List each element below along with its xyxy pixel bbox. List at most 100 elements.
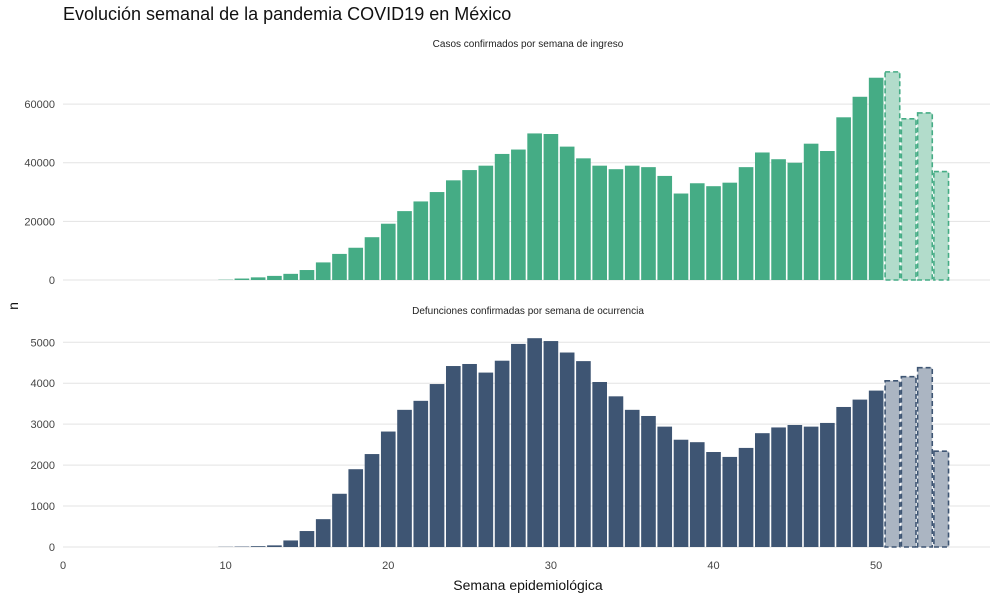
bar	[624, 165, 640, 280]
bar	[315, 262, 331, 280]
bar-provisional	[900, 117, 917, 281]
bar	[332, 253, 347, 280]
bar	[527, 338, 542, 547]
bar	[706, 186, 721, 280]
bar-provisional	[916, 112, 934, 281]
bar	[836, 406, 851, 547]
bar-provisional	[916, 366, 934, 548]
panel-deaths: Defunciones confirmadas por semana de oc…	[31, 306, 990, 554]
x-axis-title: Semana epidemiológica	[453, 577, 603, 593]
bar	[283, 540, 299, 547]
bar	[511, 343, 526, 547]
bar	[527, 133, 542, 280]
y-tick-label: 20000	[24, 216, 55, 228]
bar	[283, 273, 299, 280]
x-tick-label: 10	[220, 560, 232, 572]
bar	[364, 237, 380, 280]
panel-label: Casos confirmados por semana de ingreso	[433, 39, 624, 50]
bar	[462, 363, 477, 547]
bar	[267, 275, 282, 280]
bar	[445, 366, 461, 547]
bar	[852, 399, 868, 547]
bar-provisional	[900, 375, 917, 548]
x-tick-label: 30	[545, 560, 557, 572]
bar	[754, 433, 770, 547]
y-tick-label: 0	[49, 275, 55, 287]
bar	[397, 211, 412, 280]
bar	[250, 277, 266, 280]
y-tick-label: 0	[49, 542, 55, 554]
bar	[299, 270, 315, 280]
bar	[380, 223, 396, 280]
bar	[624, 409, 640, 547]
bar	[397, 409, 412, 547]
x-tick-label: 20	[382, 560, 394, 572]
x-axis: 0 10 20 30 40 50	[60, 560, 882, 572]
bar	[592, 165, 608, 280]
bar	[673, 439, 689, 547]
bar	[364, 454, 380, 547]
bar	[771, 159, 786, 280]
bar	[820, 151, 835, 280]
y-axis-title: n	[5, 302, 21, 310]
bar	[738, 447, 754, 547]
bar	[332, 493, 347, 547]
bar	[348, 469, 364, 547]
x-tick-label: 50	[870, 560, 882, 572]
y-tick-label: 3000	[31, 419, 55, 431]
bar	[234, 278, 250, 280]
bar-provisional	[933, 450, 950, 548]
bar	[250, 546, 266, 547]
x-tick-label: 0	[60, 560, 66, 572]
bar-provisional	[884, 379, 901, 548]
bar	[820, 422, 835, 547]
bar	[543, 341, 559, 547]
y-tick-label: 2000	[31, 460, 55, 472]
bar	[836, 117, 851, 281]
bar	[803, 143, 819, 280]
bar	[722, 182, 738, 280]
bar	[608, 169, 624, 280]
bar	[478, 165, 494, 280]
bar	[803, 426, 819, 547]
bar	[754, 152, 770, 280]
bar	[641, 415, 656, 547]
bar	[267, 545, 282, 547]
bar	[348, 247, 364, 280]
y-tick-label: 40000	[24, 158, 55, 170]
bar	[445, 180, 461, 280]
bar-provisional	[933, 170, 950, 281]
bar	[559, 146, 575, 280]
bar	[494, 153, 510, 280]
x-tick-label: 40	[707, 560, 719, 572]
bar	[559, 352, 575, 547]
bar-provisional	[884, 71, 901, 281]
y-tick-label: 1000	[31, 501, 55, 513]
bar	[641, 167, 656, 280]
bar	[657, 175, 673, 280]
bar	[868, 77, 884, 280]
panel-cases: Casos confirmados por semana de ingreso 0…	[24, 39, 990, 287]
bar	[608, 396, 624, 547]
y-tick-label: 60000	[24, 99, 55, 111]
panel-label: Defunciones confirmadas por semana de oc…	[412, 306, 644, 317]
bar	[592, 381, 608, 547]
bar	[771, 427, 786, 547]
chart-title: Evolución semanal de la pandemia COVID19…	[63, 4, 512, 24]
bar	[657, 426, 673, 547]
bar	[738, 167, 754, 280]
bar	[299, 531, 315, 547]
bar	[462, 170, 477, 280]
bar	[868, 390, 884, 547]
bar	[852, 96, 868, 280]
y-tick-label: 4000	[31, 378, 55, 390]
bar	[706, 452, 721, 547]
bar	[576, 158, 591, 280]
bar	[315, 519, 331, 547]
bar	[429, 384, 445, 547]
bar	[478, 372, 494, 547]
bar	[429, 192, 445, 280]
bar	[673, 193, 689, 280]
bar	[380, 431, 396, 547]
